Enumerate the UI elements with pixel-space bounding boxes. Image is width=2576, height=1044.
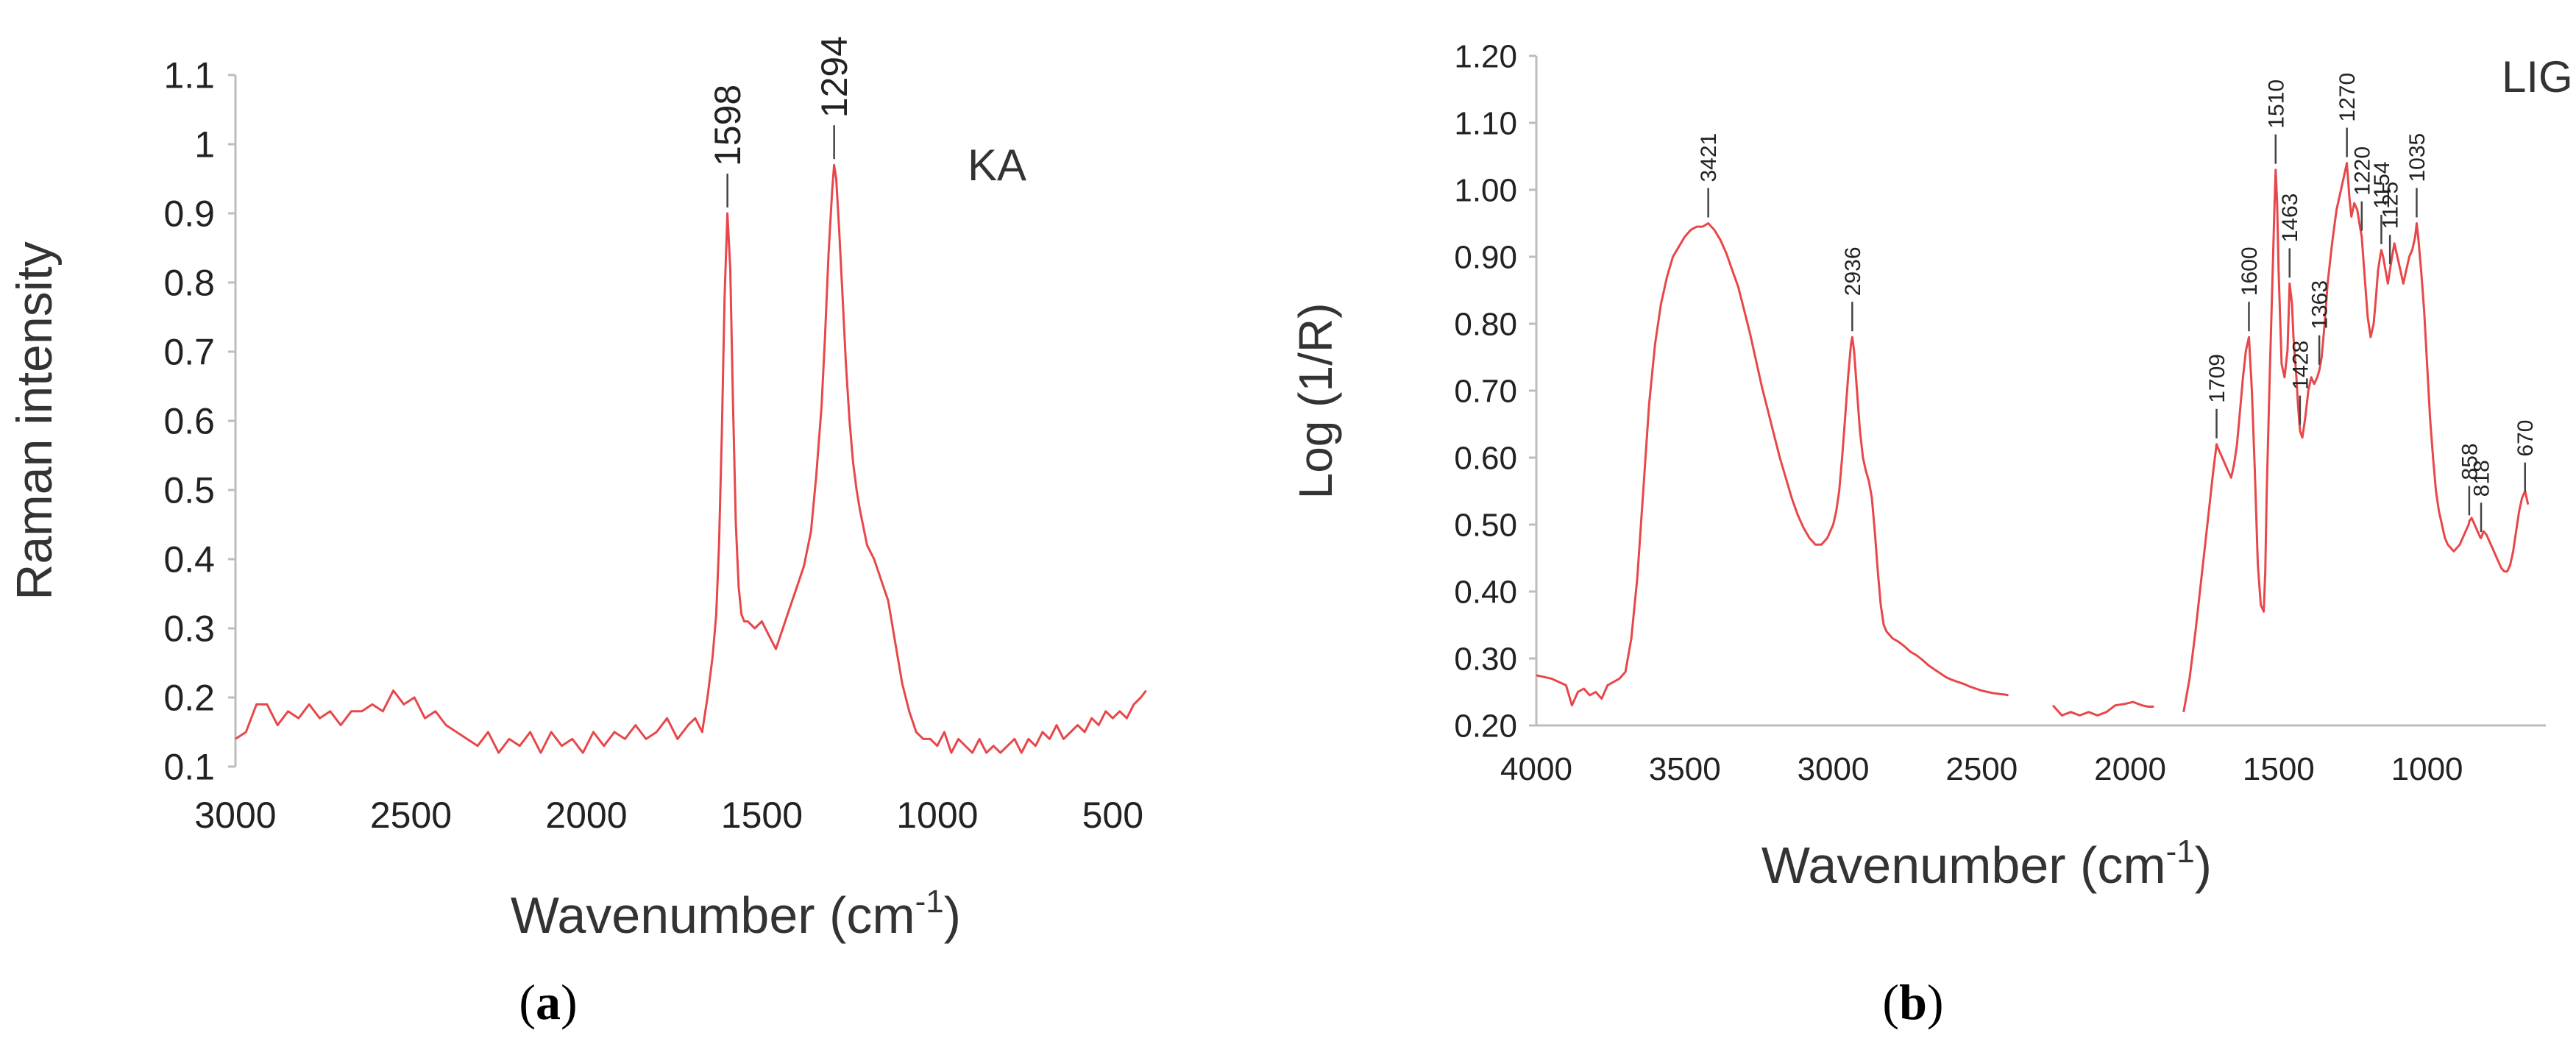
panel-b-peak-label-1125: 1125 [2379, 182, 2403, 230]
panel-b-peak-label-1510: 1510 [2264, 79, 2288, 129]
panel-a-y-tick-label: 0.1 [163, 747, 215, 788]
panel-b-x-axis: 4000 3500 3000 2500 2000 1500 1000 [1500, 724, 2546, 787]
panel-a-y-tick-label: 0.8 [163, 263, 215, 304]
panel-b-y-tick-label: 0.80 [1454, 306, 1517, 342]
panel-a-y-tick-label: 0.2 [163, 678, 215, 719]
panel-b-x-tick-label: 2000 [2094, 751, 2166, 787]
panel-b-series-line-2 [2051, 700, 2154, 717]
panel-b-peak-label-1220: 1220 [2350, 146, 2374, 196]
panel-a-y-tick-label: 0.6 [163, 401, 215, 442]
panel-a-caption-letter: a [536, 974, 561, 1030]
panel-b-caption-close: ) [1927, 974, 1944, 1030]
panel-b-peak-label-858: 858 [2458, 443, 2482, 480]
panel-b-peak-label-3421: 3421 [1697, 133, 1721, 182]
panel-b-series-line-3 [2182, 162, 2530, 713]
panel-a-caption-open: ( [519, 974, 536, 1030]
panel-a-y-tick-label: 1 [194, 124, 215, 166]
panel-b-peak-label-1035: 1035 [2405, 133, 2430, 182]
panel-b-peak-label-1463: 1463 [2278, 193, 2302, 243]
panel-b-x-tick-label: 3500 [1649, 751, 1721, 787]
panel-b-peak-label-1600: 1600 [2238, 246, 2262, 296]
panel-a-x-tick-label: 3000 [194, 795, 276, 836]
panel-a-x-axis-title-sup: -1 [915, 884, 944, 920]
panel-a-y-tick-label: 0.5 [163, 470, 215, 511]
panel-b-peak-label-1428: 1428 [2288, 341, 2313, 390]
panel-b-corner-label: LIG [2502, 52, 2573, 102]
panel-b-y-axis-title: Log (1/R) [1289, 303, 1342, 500]
panel-b-caption: (b) [1882, 974, 1943, 1030]
panel-a-y-axis: 0.1 0.2 0.3 0.4 0.5 0.6 0.7 0.8 0.9 1 1.1 [163, 55, 237, 788]
panel-b-x-axis-title-main: Wavenumber (cm [1761, 837, 2166, 894]
panel-b-y-tick-label: 0.30 [1454, 641, 1517, 677]
panel-a-series [235, 163, 1147, 754]
panel-b-y-tick-label: 0.90 [1454, 239, 1517, 275]
panel-a-y-tick-label: 0.3 [163, 608, 215, 650]
panel-b-caption-letter: b [1899, 974, 1927, 1030]
panel-a-x-axis-title: Wavenumber (cm-1) [511, 884, 961, 944]
panel-b-y-axis: 0.20 0.30 0.40 0.50 0.60 0.70 0.80 0.90 1.00 1.10… [1454, 38, 1538, 744]
panel-a-x-tick-label: 500 [1082, 795, 1143, 836]
panel-a-peak-label-1294: 1294 [814, 36, 855, 118]
panel-b-peak-label-2936: 2936 [1841, 246, 1865, 296]
panel-b-series-line-1 [1536, 222, 2009, 707]
panel-b-x-tick-label: 4000 [1500, 751, 1572, 787]
panel-a-y-tick-label: 0.9 [163, 193, 215, 235]
panel-a-x-tick-label: 1000 [896, 795, 978, 836]
panel-b-x-axis-title: Wavenumber (cm-1) [1761, 834, 2212, 894]
panel-b-peak-label-818: 818 [2470, 460, 2494, 497]
panel-a-caption-close: ) [561, 974, 578, 1030]
panel-a-x-axis: 3000 2500 2000 1500 1000 500 [194, 795, 1143, 836]
panel-b-y-tick-label: 0.40 [1454, 574, 1517, 610]
panel-a-caption: (a) [519, 974, 577, 1030]
panel-b-caption-open: ( [1882, 974, 1899, 1030]
panel-b-y-tick-label: 0.50 [1454, 507, 1517, 543]
panel-b-peak-label-1270: 1270 [2335, 73, 2360, 122]
panel-b-annotations: 3421 2936 1709 1600 1510 1463 1428 1363 1270 1220… [1697, 73, 2538, 533]
panel-b-x-tick-label: 1500 [2243, 751, 2315, 787]
panel-a-y-tick-label: 0.4 [163, 539, 215, 580]
panel-a-y-tick-label: 1.1 [163, 55, 215, 96]
panel-a-x-axis-title-main: Wavenumber (cm [511, 887, 915, 944]
panel-b-x-axis-title-sup: -1 [2166, 834, 2195, 870]
panel-a-series-line-1 [235, 163, 1147, 754]
panel-a: 0.1 0.2 0.3 0.4 0.5 0.6 0.7 0.8 0.9 1 1.1 3000 2500… [7, 36, 1147, 1030]
panel-a-peak-label-1598: 1598 [707, 85, 748, 166]
panel-b-y-tick-label: 1.10 [1454, 105, 1517, 141]
panel-b-y-tick-label: 0.20 [1454, 708, 1517, 744]
panel-b-x-tick-label: 2500 [1945, 751, 2018, 787]
panel-b-x-axis-title-close: ) [2195, 837, 2212, 894]
panel-b-y-tick-label: 0.70 [1454, 373, 1517, 409]
panel-a-y-axis-title: Raman intensity [7, 241, 63, 600]
panel-b-y-tick-label: 1.00 [1454, 172, 1517, 208]
panel-a-x-tick-label: 2000 [545, 795, 627, 836]
panel-b-y-tick-label: 1.20 [1454, 38, 1517, 74]
panel-b: 0.20 0.30 0.40 0.50 0.60 0.70 0.80 0.90 1.00 1.10… [1289, 38, 2573, 1030]
panel-a-annotations: 1598 1294 [707, 36, 855, 207]
panel-b-y-tick-label: 0.60 [1454, 440, 1517, 476]
panel-b-peak-label-1363: 1363 [2308, 280, 2332, 330]
panel-a-x-axis-title-close: ) [944, 887, 961, 944]
panel-a-x-tick-label: 2500 [370, 795, 452, 836]
panel-b-x-tick-label: 1000 [2391, 751, 2463, 787]
panel-b-x-tick-label: 3000 [1798, 751, 1870, 787]
panel-a-corner-label: KA [968, 141, 1026, 190]
panel-b-peak-label-1709: 1709 [2205, 354, 2229, 403]
panel-b-peak-label-670: 670 [2513, 420, 2538, 457]
panel-b-series [1536, 162, 2530, 717]
panel-a-x-tick-label: 1500 [721, 795, 803, 836]
panel-b-peak-label-1154: 1154 [2370, 161, 2394, 209]
panel-a-y-tick-label: 0.7 [163, 332, 215, 373]
